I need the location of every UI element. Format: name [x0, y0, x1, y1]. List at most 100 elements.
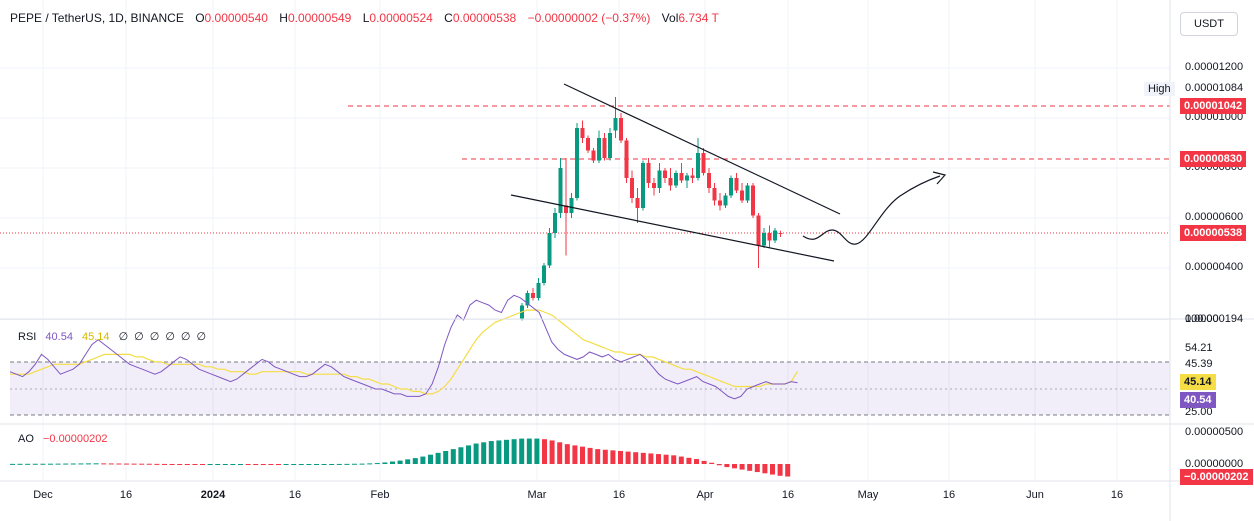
candle-body	[701, 153, 706, 173]
ao-bar	[481, 442, 487, 464]
time-tick-label: 16	[1110, 489, 1124, 501]
candle-body	[674, 173, 678, 186]
ao-bar	[724, 464, 730, 468]
candle-body	[657, 170, 662, 188]
rsi-ma-value: 45.14	[82, 331, 110, 343]
candle-body	[619, 118, 623, 141]
ao-bar	[253, 464, 259, 465]
price-tick-label: 0.00001000	[1185, 111, 1244, 123]
ao-bar	[785, 464, 791, 477]
ao-bar	[238, 464, 243, 465]
time-tick-label: Jun	[1026, 489, 1044, 501]
rsi-title: RSI	[18, 331, 37, 343]
ao-bar	[108, 463, 114, 465]
candle-body	[602, 138, 607, 158]
ao-bar	[732, 464, 737, 469]
ao-bar	[435, 452, 441, 464]
ao-bar	[268, 464, 274, 465]
time-tick-label: 16	[119, 489, 133, 501]
ao-bar	[93, 463, 99, 465]
ao-bar	[70, 463, 76, 465]
candle-body	[767, 233, 772, 241]
change-value: −0.00000002 (−0.37%)	[527, 11, 651, 25]
ao-bar	[177, 464, 183, 465]
ao-bar	[473, 443, 479, 464]
ao-legend[interactable]: AO −0.00000202	[18, 433, 108, 445]
time-tick-label: 16	[612, 489, 626, 501]
candle-body	[668, 178, 673, 186]
rsi-ma-tag: 45.14	[1180, 374, 1216, 390]
ao-bar	[154, 463, 160, 465]
ao-bar	[32, 463, 38, 465]
ao-bar	[686, 457, 692, 464]
close-label: C	[444, 11, 453, 25]
candle-body	[756, 215, 761, 246]
open-value: 0.00000540	[204, 11, 268, 25]
ao-bar	[222, 464, 228, 465]
ao-bar	[124, 463, 129, 465]
wedge-upper-trendline	[563, 83, 841, 215]
ao-bar	[648, 453, 654, 464]
ao-bar	[116, 463, 122, 465]
ao-bar	[146, 463, 152, 465]
candle-body	[520, 305, 524, 320]
ao-tick-label: 0.00000500	[1185, 426, 1244, 438]
ao-bar	[671, 455, 677, 464]
candle-body	[597, 138, 601, 161]
candle-body	[547, 233, 552, 266]
ao-bar	[276, 464, 281, 465]
candle-body	[690, 175, 695, 178]
time-tick-label: Dec	[33, 489, 53, 501]
ao-bar	[359, 463, 365, 465]
level-lines	[0, 105, 1170, 234]
rsi-empty-values: ∅∅∅∅∅∅	[118, 331, 213, 343]
ao-tick-label: 0.00000000	[1185, 458, 1244, 470]
currency-button[interactable]: USDT	[1180, 12, 1238, 36]
ao-bar	[215, 464, 221, 465]
symbol-title[interactable]: PEPE / TetherUS, 1D, BINANCE	[10, 11, 184, 25]
ao-bar	[519, 438, 525, 464]
rsi-line	[9, 294, 798, 400]
ao-bar	[17, 463, 23, 465]
ao-bar	[336, 463, 342, 465]
candle-body	[531, 293, 535, 298]
ao-bar	[48, 463, 53, 465]
price-tick-label: 0.00000600	[1185, 211, 1244, 223]
ao-bar	[549, 440, 555, 464]
ao-histogram	[10, 438, 791, 477]
price-tick-label: 0.00001200	[1185, 61, 1244, 73]
rsi-legend[interactable]: RSI 40.54 45.14 ∅∅∅∅∅∅	[18, 330, 212, 343]
ao-bar	[572, 445, 578, 464]
candle-body	[778, 233, 783, 234]
ao-bar	[640, 452, 646, 464]
ao-bar	[78, 463, 84, 465]
rsi-tick-label: 25.00	[1185, 406, 1213, 418]
candle-body	[580, 128, 585, 138]
ao-bar	[633, 452, 639, 464]
ao-bar	[587, 447, 593, 464]
price-level-tag: 0.00000830	[1180, 151, 1247, 167]
candle-body	[608, 133, 612, 158]
close-value: 0.00000538	[452, 11, 517, 25]
time-tick-label: Apr	[696, 489, 714, 501]
volume-label: Vol	[661, 11, 679, 25]
candle-body	[564, 205, 568, 213]
ao-bar	[25, 463, 31, 465]
wedge-lower-trendline	[510, 194, 835, 262]
ao-bar	[390, 461, 395, 464]
high-label: H	[279, 11, 288, 25]
ao-bar	[245, 464, 251, 465]
candle-body	[542, 265, 546, 283]
ao-bar	[412, 458, 418, 464]
ao-bar	[207, 464, 213, 465]
ao-bar	[557, 442, 563, 464]
ao-bar	[678, 456, 684, 464]
candle-body	[558, 168, 563, 213]
time-tick-label: May	[857, 489, 879, 501]
time-tick-label: 16	[781, 489, 795, 501]
candle-body	[740, 190, 744, 201]
candle-body	[569, 198, 574, 213]
